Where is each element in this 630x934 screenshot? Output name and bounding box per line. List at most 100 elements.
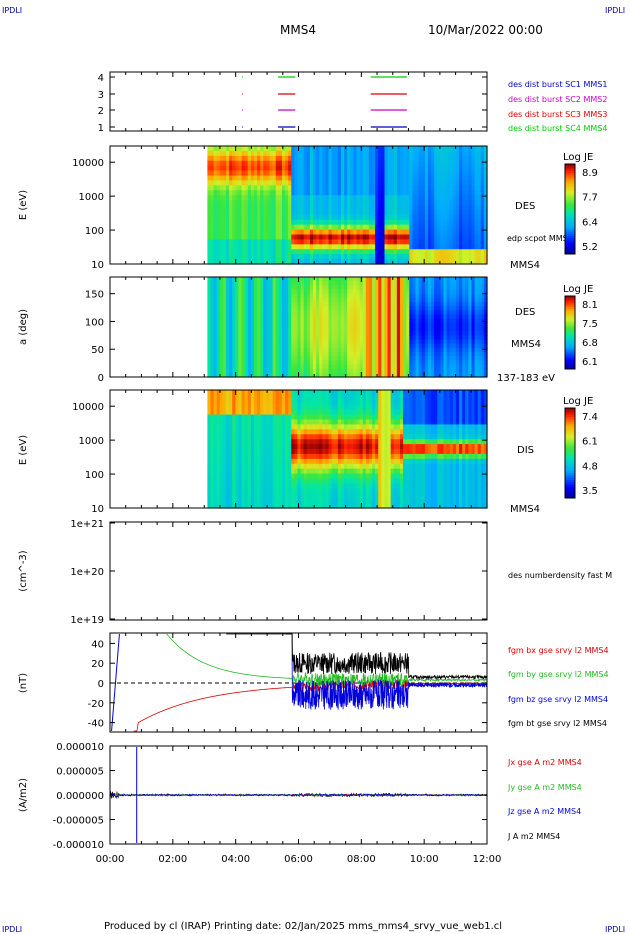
des-energy-cell — [465, 214, 469, 221]
des-pitch-cell — [381, 356, 386, 361]
des-energy-cell — [337, 259, 342, 265]
des-pitch-cell — [275, 306, 280, 311]
des-pitch-cell — [483, 322, 488, 328]
des-pitch-cell — [483, 327, 488, 332]
des-pitch-cell — [257, 372, 261, 378]
des-pitch-cell — [375, 285, 379, 291]
des-energy-cell — [250, 160, 255, 167]
des-pitch-cell — [409, 331, 414, 336]
des-energy-cell — [406, 155, 410, 162]
des-pitch-cell — [250, 310, 255, 316]
des-pitch-cell — [325, 297, 330, 303]
des-energy-cell — [396, 200, 401, 206]
dis-energy-cell — [241, 483, 246, 489]
des-energy-cell — [365, 229, 370, 236]
des-pitch-cell — [281, 343, 286, 349]
des-energy-cell — [313, 205, 317, 211]
des-energy-cell — [269, 229, 274, 236]
des-energy-cell — [347, 249, 351, 255]
des-energy-cell — [396, 180, 401, 186]
des-pitch-cell — [297, 335, 302, 341]
des-pitch-cell — [431, 368, 435, 374]
des-pitch-cell — [368, 368, 373, 374]
des-energy-cell — [412, 165, 417, 172]
des-energy-cell — [213, 214, 218, 221]
colorbar-cell — [565, 308, 575, 312]
des-pitch-cell — [412, 360, 417, 366]
des-energy-cell — [232, 205, 236, 211]
des-energy-cell — [250, 254, 255, 260]
des-energy-cell — [359, 254, 364, 260]
des-pitch-cell — [253, 318, 258, 324]
des-energy-cell — [334, 175, 339, 182]
des-pitch-cell — [328, 335, 333, 341]
dis-energy-cell — [226, 390, 230, 396]
des-energy-cell — [483, 170, 488, 177]
dis-energy-cell — [222, 399, 227, 406]
des-energy-cell — [459, 190, 463, 196]
des-pitch-cell — [483, 277, 488, 282]
des-pitch-cell — [418, 335, 423, 341]
des-energy-cell — [257, 185, 261, 191]
des-energy-cell — [415, 155, 420, 162]
des-pitch-cell — [372, 356, 376, 361]
des-pitch-cell — [465, 372, 469, 378]
des-energy-cell — [415, 150, 420, 157]
des-energy-cell — [427, 165, 432, 172]
des-pitch-cell — [412, 297, 417, 303]
des-energy-cell — [291, 165, 295, 172]
des-energy-cell — [365, 175, 370, 182]
des-pitch-cell — [325, 331, 330, 336]
des-pitch-cell — [403, 339, 407, 345]
des-pitch-cell — [390, 339, 395, 345]
des-pitch-cell — [353, 347, 358, 353]
des-energy-cell — [328, 190, 333, 196]
dis-energy-cell — [216, 439, 221, 445]
des-energy-cell — [266, 175, 271, 182]
des-pitch-cell — [390, 335, 395, 341]
des-energy-cell — [412, 180, 417, 186]
des-pitch-cell — [281, 318, 286, 324]
des-energy-cell — [452, 249, 457, 255]
des-energy-cell — [465, 259, 469, 265]
des-energy-cell — [455, 259, 460, 265]
des-pitch-cell — [393, 277, 398, 282]
des-energy-cell — [431, 170, 435, 177]
burst-tick-label: 1 — [98, 123, 104, 134]
des-pitch-cell — [337, 368, 342, 374]
des-pitch-cell — [372, 327, 376, 332]
des-energy-cell — [241, 155, 246, 162]
dis-energy-cell — [216, 458, 221, 465]
des-pitch-cell — [216, 364, 221, 370]
des-energy-cell — [226, 155, 230, 162]
des-pitch-cell — [250, 372, 255, 378]
des-energy-cell — [281, 259, 286, 265]
des-pitch-cell — [427, 368, 432, 374]
des-pitch-cell — [421, 339, 426, 345]
des-energy-cell — [462, 219, 466, 226]
des-pitch-cell — [400, 360, 404, 366]
des-pitch-cell — [396, 347, 401, 353]
dis-energy-cell — [213, 424, 218, 430]
dis-energy-cell — [235, 424, 240, 430]
des-pitch-cell — [452, 331, 457, 336]
des-pitch-cell — [285, 352, 289, 357]
des-energy-cell — [235, 239, 240, 245]
des-energy-cell — [340, 200, 345, 206]
des-pitch-cell — [219, 310, 224, 316]
colorbar-cell — [565, 193, 575, 196]
des-energy-cell — [356, 224, 361, 231]
des-energy-cell — [359, 234, 364, 241]
des-pitch-cell — [340, 297, 345, 303]
des-energy-cell — [483, 155, 488, 162]
des-energy-cell — [285, 200, 289, 206]
dis-energy-cell — [244, 444, 249, 450]
des-pitch-cell — [390, 318, 395, 324]
des-pitch-cell — [216, 327, 221, 332]
des-energy-cell — [452, 214, 457, 221]
des-pitch-cell — [471, 318, 476, 324]
des-pitch-cell — [313, 281, 317, 286]
des-energy-cell — [275, 160, 280, 167]
des-energy-cell — [356, 165, 361, 172]
des-energy-cell — [471, 165, 476, 172]
